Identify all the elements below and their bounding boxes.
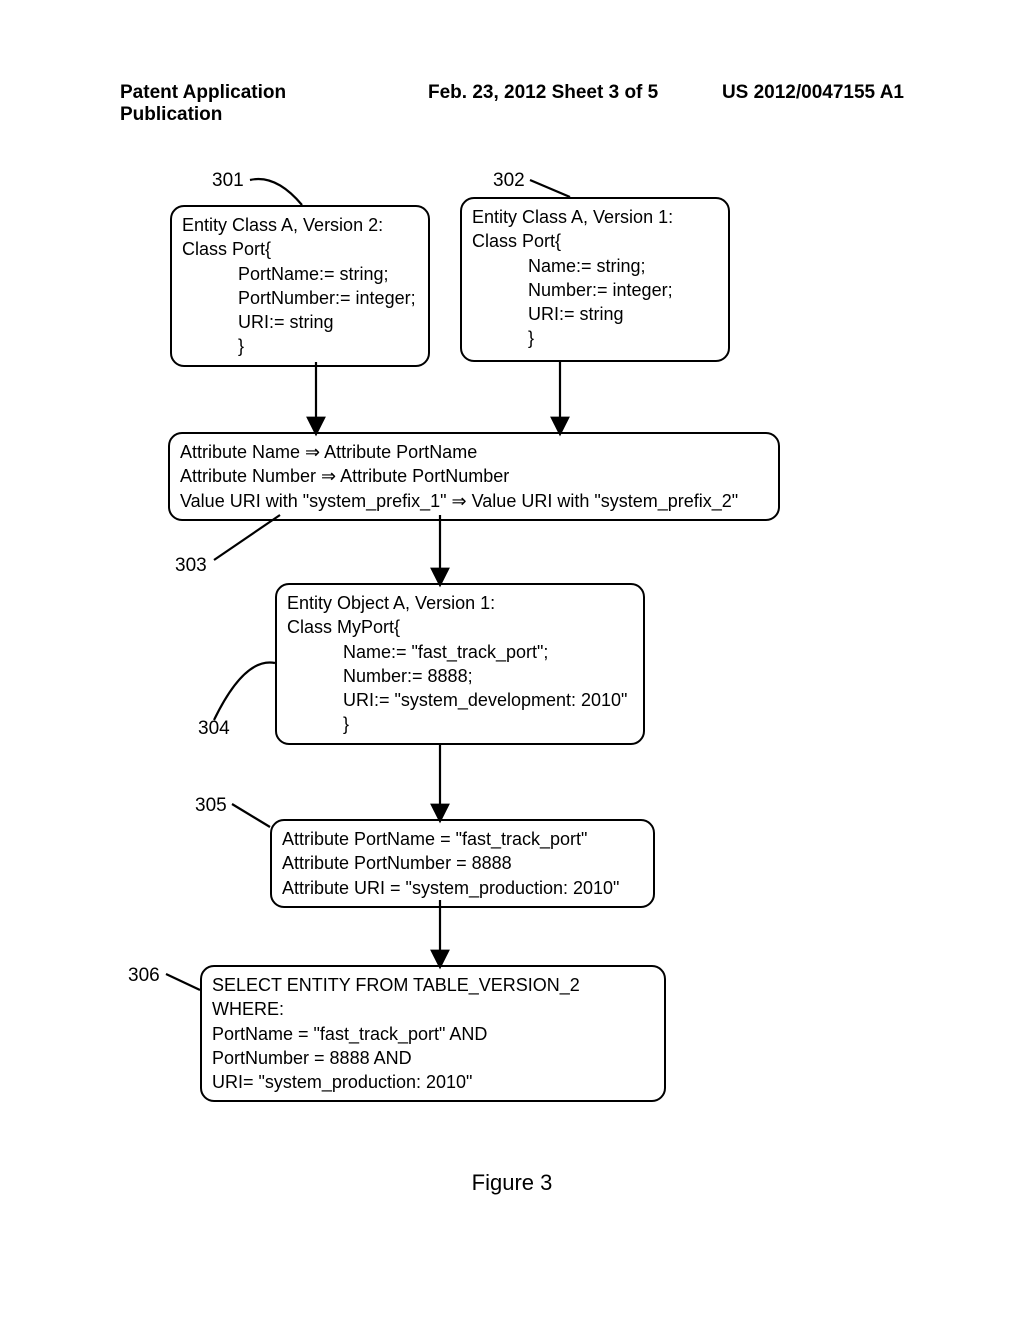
box-sql-query: SELECT ENTITY FROM TABLE_VERSION_2 WHERE… (200, 965, 666, 1102)
box-resolved-attributes: Attribute PortName = "fast_track_port" A… (270, 819, 655, 908)
ref-301: 301 (212, 170, 244, 192)
box-entity-class-v2: Entity Class A, Version 2: Class Port{ P… (170, 205, 430, 367)
box304-line1: Entity Object A, Version 1: (287, 591, 633, 615)
box306-line2: PortName = "fast_track_port" AND (212, 1022, 654, 1046)
box303-line1: Attribute Name ⇒ Attribute PortName (180, 440, 768, 464)
box301-line6: } (182, 334, 418, 358)
ref-305: 305 (195, 795, 227, 817)
box-entity-class-v1: Entity Class A, Version 1: Class Port{ N… (460, 197, 730, 362)
box301-line2: Class Port{ (182, 237, 418, 261)
header-right: US 2012/0047155 A1 (666, 82, 904, 126)
box303-line2: Attribute Number ⇒ Attribute PortNumber (180, 464, 768, 488)
box305-line1: Attribute PortName = "fast_track_port" (282, 827, 643, 851)
box306-line4: URI= "system_production: 2010" (212, 1070, 654, 1094)
page-header: Patent Application Publication Feb. 23, … (0, 82, 1024, 126)
box-attribute-mapping: Attribute Name ⇒ Attribute PortName Attr… (168, 432, 780, 521)
box304-line6: } (287, 712, 633, 736)
box301-line1: Entity Class A, Version 2: (182, 213, 418, 237)
box-entity-object-v1: Entity Object A, Version 1: Class MyPort… (275, 583, 645, 745)
ref-302: 302 (493, 170, 525, 192)
ref-306: 306 (128, 965, 160, 987)
box304-line5: URI:= "system_development: 2010" (287, 688, 633, 712)
box301-line3: PortName:= string; (182, 262, 418, 286)
box302-line6: } (472, 326, 718, 350)
box306-line1: SELECT ENTITY FROM TABLE_VERSION_2 WHERE… (212, 973, 654, 1022)
ref-303: 303 (175, 555, 207, 577)
box301-line4: PortNumber:= integer; (182, 286, 418, 310)
header-mid: Feb. 23, 2012 Sheet 3 of 5 (358, 82, 666, 126)
box302-line3: Name:= string; (472, 254, 718, 278)
box302-line5: URI:= string (472, 302, 718, 326)
box302-line1: Entity Class A, Version 1: (472, 205, 718, 229)
box304-line2: Class MyPort{ (287, 615, 633, 639)
box304-line4: Number:= 8888; (287, 664, 633, 688)
box303-line3: Value URI with "system_prefix_1" ⇒ Value… (180, 489, 768, 513)
box305-line2: Attribute PortNumber = 8888 (282, 851, 643, 875)
ref-304: 304 (198, 718, 230, 740)
box302-line2: Class Port{ (472, 229, 718, 253)
box305-line3: Attribute URI = "system_production: 2010… (282, 876, 643, 900)
box306-line3: PortNumber = 8888 AND (212, 1046, 654, 1070)
header-left: Patent Application Publication (120, 82, 358, 126)
figure-caption: Figure 3 (0, 1170, 1024, 1196)
box302-line4: Number:= integer; (472, 278, 718, 302)
box301-line5: URI:= string (182, 310, 418, 334)
box304-line3: Name:= "fast_track_port"; (287, 640, 633, 664)
